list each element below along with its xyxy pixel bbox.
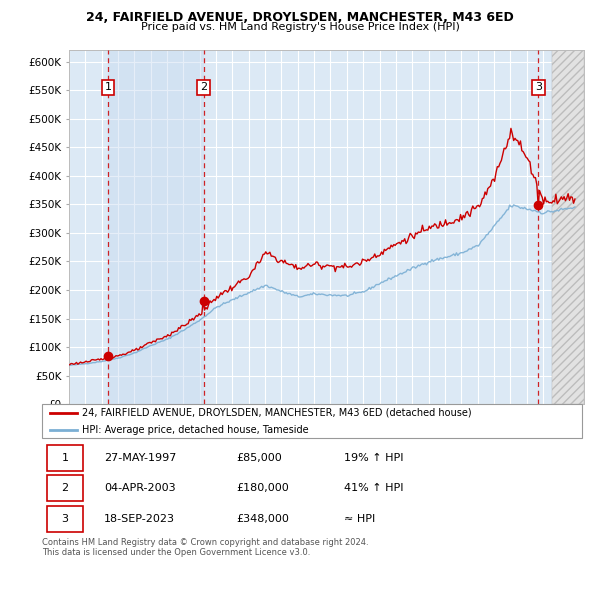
Text: 3: 3 <box>61 514 68 524</box>
FancyBboxPatch shape <box>47 506 83 532</box>
Text: 18-SEP-2023: 18-SEP-2023 <box>104 514 175 524</box>
Text: 04-APR-2003: 04-APR-2003 <box>104 483 176 493</box>
Text: 1: 1 <box>104 83 112 92</box>
Text: 2: 2 <box>61 483 68 493</box>
Text: 24, FAIRFIELD AVENUE, DROYLSDEN, MANCHESTER, M43 6ED (detached house): 24, FAIRFIELD AVENUE, DROYLSDEN, MANCHES… <box>83 408 472 418</box>
Text: 1: 1 <box>61 453 68 463</box>
Text: Contains HM Land Registry data © Crown copyright and database right 2024.: Contains HM Land Registry data © Crown c… <box>42 538 368 547</box>
Text: This data is licensed under the Open Government Licence v3.0.: This data is licensed under the Open Gov… <box>42 548 310 557</box>
Text: £348,000: £348,000 <box>236 514 289 524</box>
Text: Price paid vs. HM Land Registry's House Price Index (HPI): Price paid vs. HM Land Registry's House … <box>140 22 460 32</box>
Text: 27-MAY-1997: 27-MAY-1997 <box>104 453 176 463</box>
FancyBboxPatch shape <box>42 404 582 438</box>
Text: £85,000: £85,000 <box>236 453 282 463</box>
Text: 24, FAIRFIELD AVENUE, DROYLSDEN, MANCHESTER, M43 6ED: 24, FAIRFIELD AVENUE, DROYLSDEN, MANCHES… <box>86 11 514 24</box>
Text: 41% ↑ HPI: 41% ↑ HPI <box>344 483 404 493</box>
Bar <box>553 50 584 404</box>
Text: £180,000: £180,000 <box>236 483 289 493</box>
FancyBboxPatch shape <box>47 476 83 501</box>
Bar <box>108 50 204 404</box>
Text: 19% ↑ HPI: 19% ↑ HPI <box>344 453 404 463</box>
FancyBboxPatch shape <box>47 445 83 471</box>
Text: HPI: Average price, detached house, Tameside: HPI: Average price, detached house, Tame… <box>83 425 309 435</box>
Text: ≈ HPI: ≈ HPI <box>344 514 376 524</box>
Text: 3: 3 <box>535 83 542 92</box>
Bar <box>553 50 584 404</box>
Text: 2: 2 <box>200 83 208 92</box>
